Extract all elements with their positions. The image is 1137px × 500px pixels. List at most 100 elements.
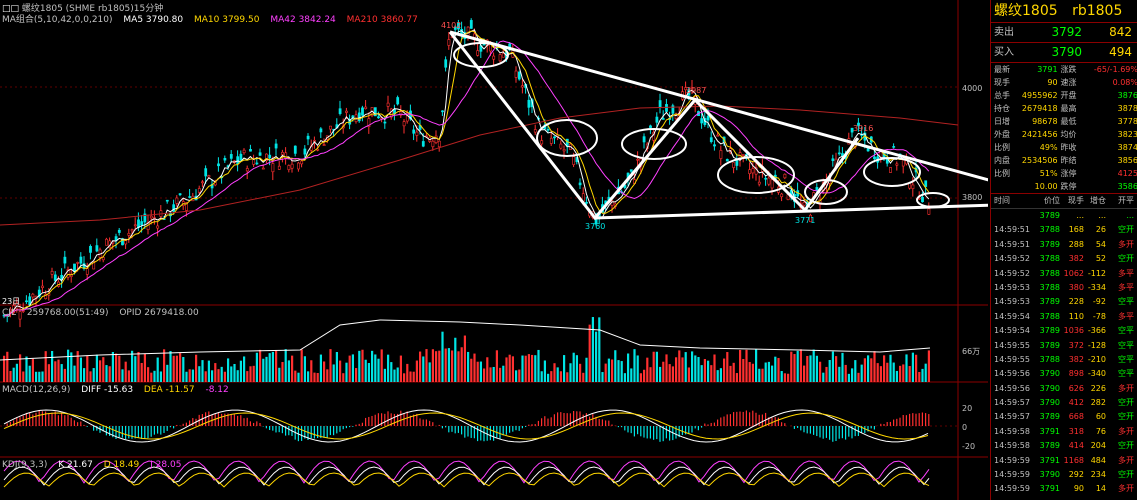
trade-cell: 空平 bbox=[1118, 354, 1134, 364]
trade-row[interactable]: 14:59:54 3789 1036 -366 空平 bbox=[991, 324, 1137, 338]
volume-bar bbox=[553, 363, 556, 382]
trade-row[interactable]: 14:59:58 3789 414 204 空开 bbox=[991, 439, 1137, 453]
trade-row[interactable]: 14:59:53 3789 228 -92 空平 bbox=[991, 295, 1137, 309]
volume-bar bbox=[179, 353, 182, 382]
volume-bar bbox=[585, 357, 588, 382]
volume-bar bbox=[387, 354, 390, 382]
volume-bar bbox=[6, 351, 9, 382]
trade-row[interactable]: 14:59:56 3790 626 226 多开 bbox=[991, 382, 1137, 396]
volume-bar bbox=[534, 355, 537, 382]
stat-label: 比例 bbox=[994, 143, 1010, 152]
trade-cell: 90 bbox=[1073, 484, 1084, 494]
trades-list[interactable]: 3789......... 14:59:51 3788 168 26 空开 14:59:51… bbox=[991, 209, 1137, 497]
volume-bar bbox=[227, 358, 230, 382]
trade-row[interactable]: 3789......... bbox=[991, 209, 1137, 223]
trade-row[interactable]: 14:59:57 3789 668 60 空开 bbox=[991, 410, 1137, 424]
trade-cell: 668 bbox=[1068, 412, 1084, 422]
candle bbox=[133, 224, 137, 227]
candle bbox=[229, 154, 233, 159]
volume-bar bbox=[921, 368, 924, 382]
trade-cell: 空开 bbox=[1118, 412, 1134, 422]
candle bbox=[562, 149, 566, 152]
volume-bar bbox=[294, 370, 297, 382]
volume-bar bbox=[73, 365, 76, 382]
bid-row[interactable]: 买入 3790 494 bbox=[991, 42, 1137, 62]
ma42-value: MA42 3842.24 bbox=[270, 15, 336, 25]
price-axis-3800: 3800 bbox=[962, 193, 983, 202]
volume-bar bbox=[108, 366, 111, 382]
trade-cell: 288 bbox=[1068, 239, 1084, 249]
volume-bar bbox=[678, 350, 681, 382]
volume-bar bbox=[15, 363, 18, 382]
trade-row[interactable]: 14:59:58 3791 318 76 多开 bbox=[991, 425, 1137, 439]
volume-bar bbox=[124, 361, 127, 382]
volume-bar bbox=[876, 363, 879, 382]
opid-line bbox=[0, 319, 931, 361]
trade-row[interactable]: 14:59:57 3790 412 282 空开 bbox=[991, 396, 1137, 410]
trade-row[interactable]: 14:59:52 3788 382 52 空开 bbox=[991, 252, 1137, 266]
trade-row[interactable]: 14:59:59 3790 292 234 空开 bbox=[991, 468, 1137, 482]
candle bbox=[498, 54, 502, 62]
volume-bar bbox=[246, 371, 249, 382]
trade-cell: 14:59:53 bbox=[994, 282, 1030, 292]
stat-label: 外盘 bbox=[994, 130, 1010, 139]
trade-row[interactable]: 14:59:52 3788 1062 -112 多平 bbox=[991, 267, 1137, 281]
stat-value: 3878 bbox=[1117, 104, 1137, 113]
stat-label: 涨跌 bbox=[1060, 65, 1077, 74]
candle bbox=[242, 149, 246, 154]
ask-row[interactable]: 卖出 3792 842 bbox=[991, 23, 1137, 42]
stat-label: 速涨 bbox=[1060, 78, 1077, 87]
volume-bar bbox=[563, 355, 566, 382]
trade-cell: 14 bbox=[1095, 484, 1106, 494]
trade-cell: 226 bbox=[1090, 383, 1106, 393]
candle bbox=[873, 156, 876, 160]
stat-value: 49% bbox=[1039, 143, 1058, 152]
candle bbox=[277, 165, 281, 170]
candle bbox=[741, 154, 745, 156]
trade-cell: ... bbox=[1126, 211, 1134, 220]
stat-row: 持仓 2679418 最高 3878 bbox=[991, 102, 1137, 115]
stat-value: 3778 bbox=[1117, 117, 1137, 126]
volume-bar bbox=[12, 367, 15, 382]
volume-bar bbox=[454, 337, 457, 382]
chart-area[interactable]: □□ 螺纹1805 (SHME rb1805)15分钟 MA组合(5,10,42… bbox=[0, 0, 988, 500]
candle bbox=[274, 143, 278, 149]
volume-bar bbox=[316, 372, 319, 382]
candle bbox=[402, 121, 406, 127]
ma5-line bbox=[3, 29, 930, 317]
trade-cell: 3791 bbox=[1039, 484, 1060, 494]
volume-bar bbox=[601, 372, 604, 382]
volume-bar bbox=[38, 371, 41, 382]
candle bbox=[140, 221, 144, 226]
volume-bar bbox=[435, 351, 438, 382]
candle bbox=[501, 53, 505, 58]
trade-cell: 14:59:56 bbox=[994, 369, 1030, 379]
volume-bar bbox=[463, 335, 466, 382]
trade-row[interactable]: 14:59:54 3788 110 -78 多平 bbox=[991, 310, 1137, 324]
volume-bar bbox=[883, 355, 886, 382]
volume-bar bbox=[374, 354, 377, 382]
trade-row[interactable]: 14:59:51 3789 288 54 多开 bbox=[991, 238, 1137, 252]
trend-zigzag bbox=[448, 31, 860, 221]
candle bbox=[143, 213, 147, 223]
trade-row[interactable]: 14:59:53 3788 380 -334 多平 bbox=[991, 281, 1137, 295]
trade-row[interactable]: 14:59:51 3788 168 26 空开 bbox=[991, 223, 1137, 237]
volume-bar bbox=[697, 357, 700, 382]
trade-row[interactable]: 14:59:55 3789 372 -128 空平 bbox=[991, 339, 1137, 353]
chart-canvas[interactable] bbox=[0, 0, 988, 500]
trade-cell: 14:59:59 bbox=[994, 455, 1030, 465]
trade-cell: 14:59:52 bbox=[994, 268, 1030, 278]
candle bbox=[85, 268, 89, 275]
trade-row[interactable]: 14:59:56 3790 898 -340 空平 bbox=[991, 367, 1137, 381]
trade-row[interactable]: 14:59:59 3791 90 14 多开 bbox=[991, 482, 1137, 496]
volume-bar bbox=[236, 370, 239, 382]
trade-row[interactable]: 14:59:55 3788 382 -210 空平 bbox=[991, 353, 1137, 367]
volume-bar bbox=[841, 352, 844, 382]
volume-bar bbox=[796, 350, 799, 382]
volume-bar bbox=[489, 367, 492, 382]
trade-cell: 234 bbox=[1090, 470, 1106, 480]
trade-row[interactable]: 14:59:59 3791 1168 484 多开 bbox=[991, 454, 1137, 468]
candle bbox=[373, 107, 377, 117]
candle bbox=[117, 229, 121, 233]
instrument-title: 螺纹1805 rb1805 bbox=[991, 0, 1137, 23]
